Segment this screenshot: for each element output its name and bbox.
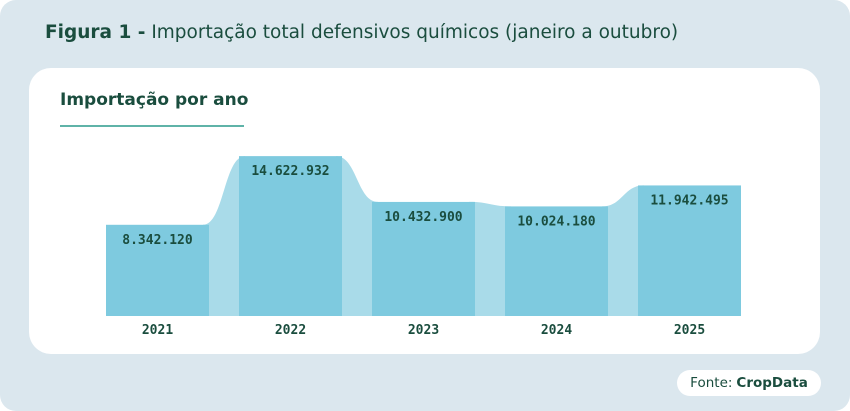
bar-2025 xyxy=(638,185,741,316)
value-label-2023: 10.432.900 xyxy=(384,210,462,225)
value-label-2021: 8.342.120 xyxy=(122,233,193,248)
value-label-2022: 14.622.932 xyxy=(251,164,329,179)
category-label-2025: 2025 xyxy=(674,323,705,338)
chart-card: Importação por ano 8.342.120 14.622.932 10… xyxy=(29,68,820,354)
source-badge: Fonte: CropData xyxy=(677,370,821,396)
bar-2024 xyxy=(505,206,608,316)
connector-band-4 xyxy=(602,185,644,316)
bar-chart: 8.342.120 14.622.932 10.432.900 10.024.180 1… xyxy=(106,156,741,338)
category-label-2021: 2021 xyxy=(142,323,173,338)
source-prefix: Fonte: xyxy=(690,375,733,391)
category-label-2024: 2024 xyxy=(541,323,572,338)
category-label-2023: 2023 xyxy=(408,323,439,338)
value-label-2025: 11.942.495 xyxy=(650,193,728,208)
connector-band-1 xyxy=(203,156,245,316)
figure-title-text: Importação total defensivos químicos (ja… xyxy=(151,22,679,43)
figure-title: Figura 1 - Importação total defensivos q… xyxy=(45,22,678,43)
bar-2023 xyxy=(372,201,475,316)
bar-2022 xyxy=(239,156,342,316)
connector-band-3 xyxy=(469,201,511,316)
value-label-2024: 10.024.180 xyxy=(517,214,595,229)
title-underline xyxy=(60,125,244,127)
bar-2021 xyxy=(106,224,209,316)
connector-band-2 xyxy=(336,156,378,316)
chart-title: Importação por ano xyxy=(60,90,249,110)
figure-label: Figura 1 - xyxy=(45,22,146,43)
source-brand: CropData xyxy=(736,375,808,391)
category-label-2022: 2022 xyxy=(275,323,306,338)
